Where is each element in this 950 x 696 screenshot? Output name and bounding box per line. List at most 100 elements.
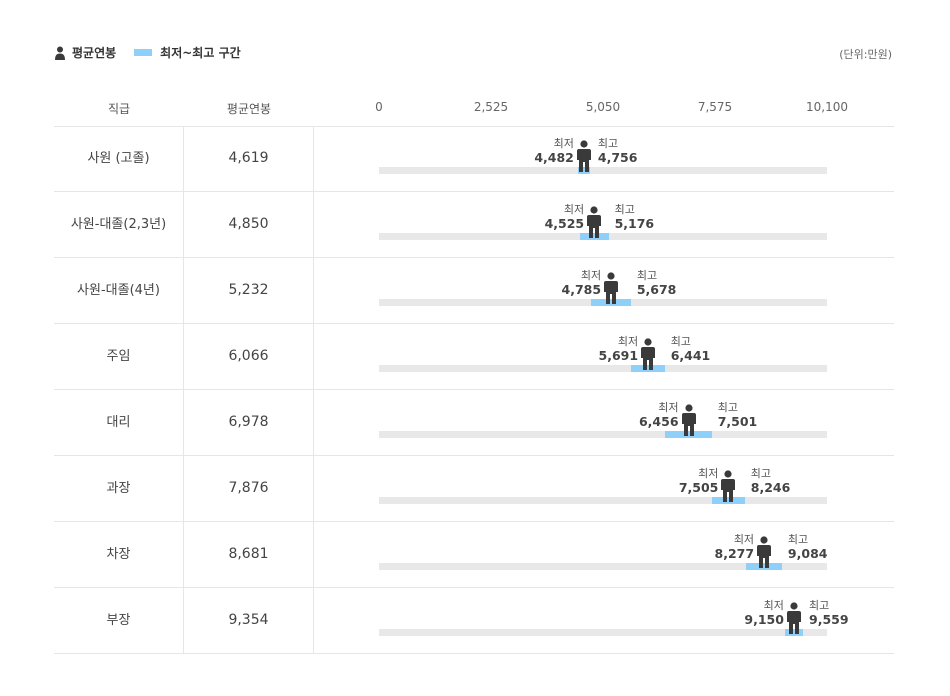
- max-caption: 최고: [750, 467, 771, 480]
- row-avg-value: 7,876: [184, 456, 314, 521]
- row-avg-value: 6,978: [184, 390, 314, 455]
- max-caption: 최고: [636, 269, 658, 282]
- table-row: 차장 8,681 최저 8,277 최고 9,084: [54, 522, 894, 588]
- row-avg-value: 4,850: [184, 192, 314, 257]
- legend-range-label: 최저~최고 구간: [160, 46, 241, 60]
- max-value: 6,441: [670, 348, 711, 363]
- min-caption: 최저: [580, 269, 602, 282]
- range-bar: [746, 563, 782, 570]
- min-value: 4,482: [534, 150, 574, 165]
- table-row: 부장 9,354 최저 9,150 최고 9,559: [54, 588, 894, 654]
- avg-person-icon: [586, 206, 602, 238]
- min-value: 8,277: [714, 546, 755, 561]
- max-value: 7,501: [717, 414, 758, 429]
- min-caption: 최저: [698, 467, 719, 480]
- table-row: 과장 7,876 최저 7,505 최고 8,246: [54, 456, 894, 522]
- range-bar: [665, 431, 712, 438]
- max-value: 8,246: [750, 480, 791, 495]
- max-caption: 최고: [614, 203, 635, 216]
- row-avg-value: 4,619: [184, 126, 314, 191]
- x-tick-label: 7,575: [697, 100, 733, 114]
- person-icon: [55, 46, 65, 60]
- range-track: [379, 167, 827, 174]
- row-rank-label: 사원-대졸(4년): [54, 258, 184, 323]
- avg-person-icon: [786, 602, 802, 634]
- row-avg-value: 9,354: [184, 588, 314, 653]
- max-caption: 최고: [717, 401, 738, 414]
- row-avg-value: 6,066: [184, 324, 314, 389]
- avg-person-icon: [756, 536, 772, 568]
- min-value: 9,150: [744, 612, 784, 627]
- max-caption: 최고: [597, 137, 619, 150]
- max-value: 9,084: [787, 546, 828, 561]
- range-track: [379, 497, 827, 504]
- range-track: [379, 365, 827, 372]
- range-bar: [579, 233, 609, 240]
- avg-person-icon: [603, 272, 619, 304]
- min-caption: 최저: [763, 599, 784, 612]
- min-label: 최저 8,277: [715, 533, 755, 561]
- max-label: 최고 7,501: [718, 401, 758, 429]
- min-label: 최저 4,525: [545, 203, 585, 231]
- range-track: [379, 629, 827, 636]
- min-label: 최저 4,482: [534, 137, 574, 165]
- max-label: 최고 8,246: [751, 467, 791, 495]
- min-label: 최저 7,505: [679, 467, 719, 495]
- min-value: 7,505: [678, 480, 719, 495]
- range-track: [379, 563, 827, 570]
- table-row: 사원-대졸(4년) 5,232 최저 4,785 최고 5,678: [54, 258, 894, 324]
- row-avg-value: 8,681: [184, 522, 314, 587]
- max-value: 4,756: [597, 150, 638, 165]
- min-label: 최저 6,456: [639, 401, 679, 429]
- x-tick-label: 0: [375, 100, 383, 114]
- min-value: 5,691: [598, 348, 639, 363]
- min-caption: 최저: [563, 203, 585, 216]
- chart-rows: 사원 (고졸) 4,619 최저 4,482 최고 4,756 사원-대졸(2,3년) 4,8…: [54, 126, 894, 654]
- min-value: 4,525: [544, 216, 585, 231]
- table-row: 대리 6,978 최저 6,456 최고 7,501: [54, 390, 894, 456]
- range-track: [379, 431, 827, 438]
- max-caption: 최고: [787, 533, 809, 546]
- legend-avg-label: 평균연봉: [72, 46, 117, 60]
- avg-person-icon: [720, 470, 736, 502]
- row-rank-label: 사원 (고졸): [54, 126, 184, 191]
- x-tick-label: 5,050: [585, 100, 621, 114]
- range-bar: [711, 497, 745, 504]
- column-header-avg: 평균연봉: [226, 102, 272, 116]
- legend: 평균연봉 최저~최고 구간: [54, 44, 241, 61]
- avg-person-icon: [640, 338, 656, 370]
- range-bar: [591, 299, 631, 306]
- min-value: 4,785: [561, 282, 602, 297]
- range-swatch: [134, 49, 153, 56]
- table-row: 주임 6,066 최저 5,691 최고 6,441: [54, 324, 894, 390]
- max-label: 최고 4,756: [598, 137, 638, 165]
- column-header-rank: 직급: [107, 102, 131, 116]
- row-avg-value: 5,232: [184, 258, 314, 323]
- row-rank-label: 사원-대졸(2,3년): [54, 192, 184, 257]
- max-value: 9,559: [809, 612, 849, 627]
- row-rank-label: 주임: [54, 324, 184, 389]
- max-value: 5,678: [636, 282, 677, 297]
- row-rank-label: 과장: [54, 456, 184, 521]
- row-rank-label: 차장: [54, 522, 184, 587]
- max-caption: 최고: [809, 599, 830, 612]
- min-label: 최저 4,785: [562, 269, 602, 297]
- min-caption: 최저: [733, 533, 755, 546]
- table-row: 사원 (고졸) 4,619 최저 4,482 최고 4,756: [54, 126, 894, 192]
- max-value: 5,176: [614, 216, 655, 231]
- min-label: 최저 9,150: [744, 599, 784, 627]
- range-bar: [577, 167, 590, 174]
- x-tick-label: 10,100: [806, 100, 848, 114]
- unit-label: (단위:만원): [839, 48, 892, 61]
- min-caption: 최저: [658, 401, 679, 414]
- x-tick-label: 2,525: [473, 100, 509, 114]
- max-caption: 최고: [670, 335, 691, 348]
- row-rank-label: 대리: [54, 390, 184, 455]
- max-label: 최고 6,441: [671, 335, 711, 363]
- max-label: 최고 5,176: [615, 203, 655, 231]
- min-caption: 최저: [553, 137, 574, 150]
- range-bar: [784, 629, 803, 636]
- row-rank-label: 부장: [54, 588, 184, 653]
- avg-person-icon: [681, 404, 697, 436]
- table-header: 직급 평균연봉 0 2,525 5,050 7,575 10,100: [54, 92, 894, 127]
